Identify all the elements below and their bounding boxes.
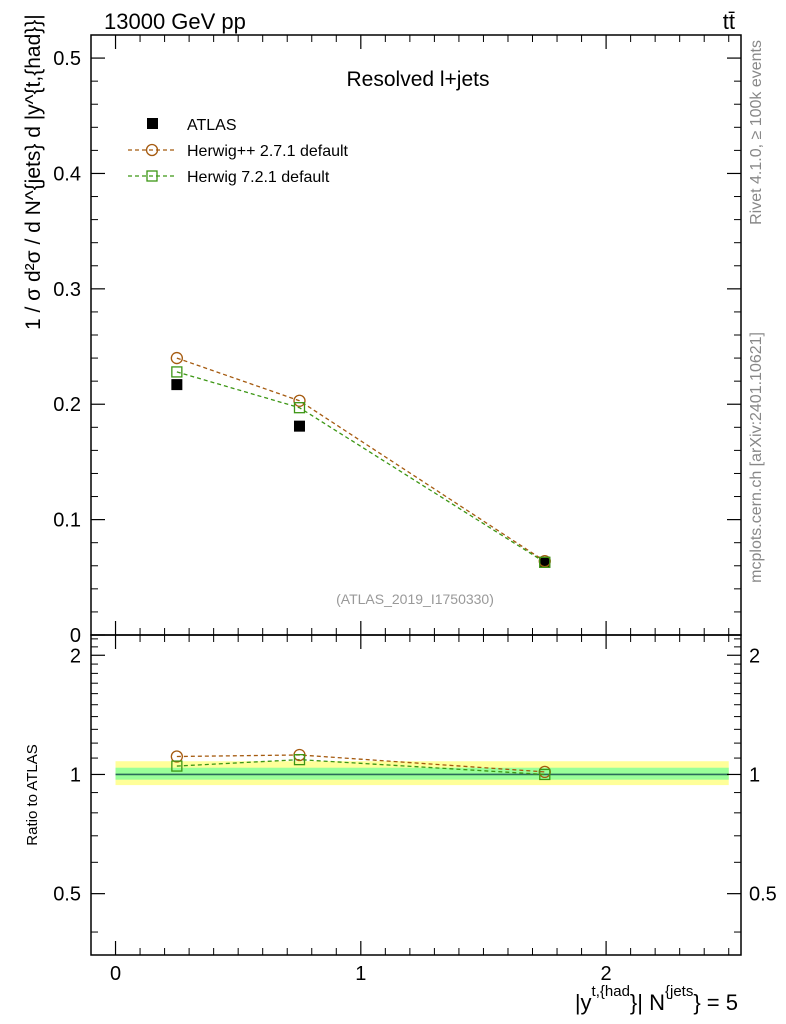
process-label: tt̄ bbox=[723, 9, 735, 34]
atlas-point bbox=[293, 420, 305, 432]
ratio-line-herwig7 bbox=[176, 758, 545, 776]
ratio-y-label-text: Ratio to ATLAS bbox=[24, 744, 41, 845]
watermark-label: (ATLAS_2019_I1750330) bbox=[336, 591, 494, 607]
ratio-herwig7-point bbox=[539, 768, 551, 781]
ratio-x-axis: 0 1 2 bbox=[110, 635, 730, 985]
x-label-part-mid: }| N bbox=[630, 990, 665, 1015]
ratio-herwig7-point bbox=[171, 760, 183, 772]
main-x-ticks bbox=[114, 35, 730, 635]
x-label-sup-jets: {jets bbox=[665, 983, 693, 1000]
legend-marker-atlas bbox=[147, 118, 158, 129]
legend-label-atlas: ATLAS bbox=[187, 117, 237, 134]
herwigpp-point bbox=[293, 394, 306, 407]
ratio-x-tick-label: 0 bbox=[110, 963, 121, 985]
main-y-label-text: 1 / σ d²σ / d N^{jets} d |y^{t,{had}}| bbox=[22, 14, 45, 330]
ratio-y-tick-label: 1 bbox=[70, 764, 81, 786]
main-series-lines bbox=[176, 357, 546, 563]
main-y-tick-label: 0.3 bbox=[53, 279, 81, 301]
main-title: Resolved l+jets bbox=[347, 68, 490, 91]
x-label-sup-had: t,{had bbox=[592, 983, 630, 1000]
ratio-y-tick-label-right: 1 bbox=[749, 764, 760, 786]
herwig7-point bbox=[171, 366, 183, 378]
main-y-label: 1 / σ d²σ / d N^{jets} d |y^{t,{had}}| bbox=[22, 14, 45, 330]
ratio-herwigpp-point bbox=[170, 750, 183, 763]
ratio-panel: 0.5 0.5 1 1 2 2 0 1 2 Ratio to ATLAS |yt,{had}|… bbox=[24, 634, 777, 1015]
ratio-x-tick-label: 2 bbox=[601, 963, 612, 985]
ratio-y-tick-label: 0.5 bbox=[53, 884, 81, 906]
ratio-band bbox=[115, 761, 729, 786]
main-series-points bbox=[170, 351, 551, 568]
ratio-y-label: Ratio to ATLAS bbox=[24, 744, 41, 845]
main-y-axis: 0 0.1 0.2 0.3 0.4 0.5 bbox=[53, 34, 741, 647]
main-y-tick-label: 0.2 bbox=[53, 394, 81, 416]
main-y-tick-label: 0.5 bbox=[53, 48, 81, 70]
ratio-plot-frame bbox=[90, 634, 742, 956]
x-axis-label: |yt,{had}| N{jets} = 5 bbox=[575, 983, 738, 1015]
atlas-point bbox=[539, 556, 551, 568]
main-line-herwig7 bbox=[176, 371, 546, 563]
herwig7-point bbox=[539, 556, 551, 568]
x-label-part-end: } = 5 bbox=[693, 990, 738, 1015]
ratio-y-tick-label: 2 bbox=[70, 645, 81, 667]
ratio-series-points bbox=[170, 748, 551, 781]
ratio-y-axis: 0.5 0.5 1 1 2 2 bbox=[53, 638, 777, 933]
main-y-tick-label: 0 bbox=[70, 625, 81, 647]
legend-label-herwigpp: Herwig++ 2.7.1 default bbox=[187, 143, 349, 160]
ratio-y-tick-label-right: 2 bbox=[749, 645, 760, 667]
ratio-herwig7-point bbox=[293, 753, 306, 766]
energy-label: 13000 GeV pp bbox=[104, 9, 246, 34]
main-y-tick-label: 0.4 bbox=[53, 163, 81, 185]
legend-label-herwig7: Herwig 7.2.1 default bbox=[187, 169, 330, 186]
herwig7-point bbox=[293, 402, 306, 414]
main-y-tick-label: 0.1 bbox=[53, 510, 81, 532]
source-label: mcplots.cern.ch [arXiv:2401.10621] bbox=[748, 332, 765, 583]
legend: ATLAS Herwig++ 2.7.1 default Herwig 7.2.… bbox=[128, 117, 349, 186]
x-label-part-y: |y bbox=[575, 990, 592, 1015]
ratio-y-tick-label-right: 0.5 bbox=[749, 884, 777, 906]
legend-marker-herwig7 bbox=[146, 170, 158, 182]
rivet-label: Rivet 4.1.0, ≥ 100k events bbox=[748, 40, 765, 225]
atlas-point bbox=[171, 379, 183, 391]
legend-marker-herwigpp bbox=[145, 143, 159, 157]
herwigpp-point bbox=[170, 351, 183, 365]
ratio-x-tick-label: 1 bbox=[355, 963, 366, 985]
main-line-herwigpp bbox=[176, 357, 546, 562]
main-panel: 0 0.1 0.2 0.3 0.4 0.5 Resolved l+jets (ATLAS_… bbox=[22, 14, 742, 647]
